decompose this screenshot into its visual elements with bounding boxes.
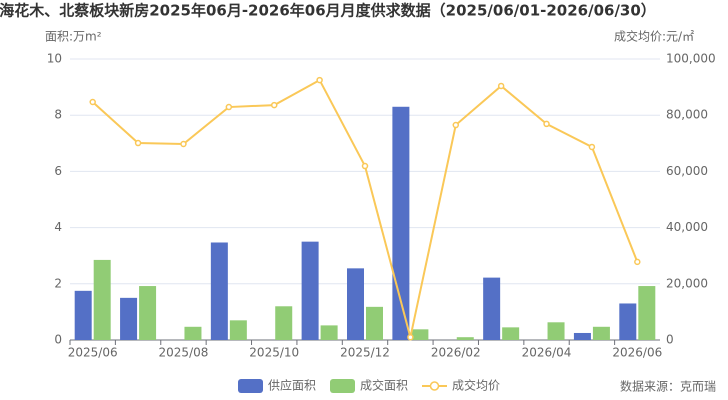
legend-label: 成交均价: [452, 378, 500, 393]
bar: [573, 332, 591, 340]
y-tick-label: 8: [54, 108, 62, 122]
y2-tick-label: 60,000: [666, 164, 708, 178]
x-tick-label: 2025/12: [340, 346, 390, 360]
line: [92, 78, 639, 338]
bar: [592, 326, 610, 340]
y2-axis-label: 成交均价:元/㎡: [614, 29, 694, 44]
legend-swatch: [330, 379, 355, 393]
bar: [120, 297, 138, 340]
x-tick-label: 2026/02: [431, 346, 481, 360]
bar: [210, 242, 228, 340]
line-marker: [225, 103, 233, 111]
bar: [483, 277, 501, 340]
bar: [638, 286, 656, 340]
legend-marker: [429, 381, 440, 391]
bar: [411, 329, 429, 340]
line-marker: [89, 98, 96, 106]
line-marker: [180, 140, 187, 148]
line-marker: [361, 162, 369, 170]
bar: [456, 337, 474, 340]
bar: [139, 286, 157, 340]
bar: [74, 290, 92, 340]
x-tick-label: 2026/06: [612, 346, 662, 360]
x-tick-label: 2025/08: [159, 346, 209, 360]
line-marker: [134, 139, 142, 147]
bar: [547, 322, 565, 340]
bar: [184, 326, 202, 340]
bar: [366, 306, 383, 340]
y-tick-label: 0: [54, 333, 62, 347]
bar: [229, 320, 247, 340]
x-tick-label: 2025/10: [249, 346, 299, 360]
y-axis-label: 面积:万m²: [45, 30, 102, 44]
y2-tick-label: 20,000: [666, 276, 708, 290]
y-tick-label: 2: [54, 276, 62, 290]
bar: [347, 268, 364, 340]
y2-tick-label: 80,000: [666, 108, 708, 122]
x-tick-label: 2026/04: [522, 346, 572, 360]
line-marker: [316, 76, 323, 84]
line-marker: [452, 121, 460, 129]
bar: [502, 327, 520, 340]
bar: [275, 306, 293, 340]
bar: [93, 259, 111, 340]
y2-tick-label: 100,000: [666, 52, 716, 66]
legend-swatch: [238, 379, 263, 393]
line-marker: [543, 120, 550, 128]
bar: [320, 325, 338, 340]
legend-label: 成交面积: [360, 378, 408, 393]
y2-tick-label: 0: [666, 333, 674, 347]
line-marker: [634, 258, 641, 266]
y-tick-label: 10: [47, 52, 62, 66]
y-tick-label: 6: [54, 164, 62, 178]
line-marker: [407, 333, 414, 341]
y2-tick-label: 40,000: [666, 220, 708, 234]
bar: [619, 303, 637, 340]
source-note: 数据来源：克而瑞: [620, 379, 716, 394]
line-marker: [270, 101, 278, 109]
legend-label: 供应面积: [268, 378, 316, 393]
line-marker: [497, 82, 505, 90]
chart-title: 上海花木、北蔡板块新房2025年06月-2026年06月月度供求数据（2025/…: [0, 2, 656, 20]
y-tick-label: 4: [54, 220, 62, 234]
bar: [301, 241, 319, 340]
line-marker: [588, 143, 596, 151]
x-tick-label: 2025/06: [68, 346, 118, 360]
